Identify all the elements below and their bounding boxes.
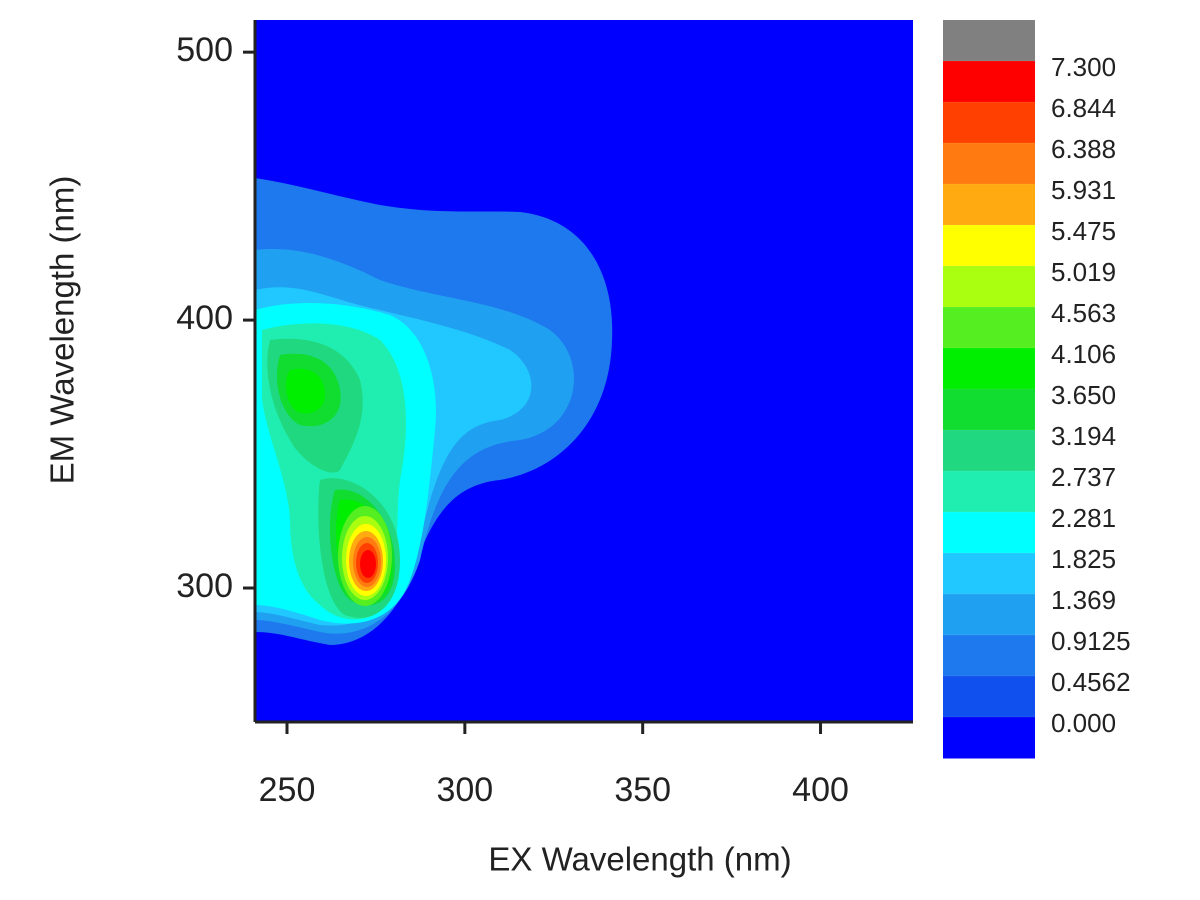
colorbar-label: 0.4562 (1051, 667, 1131, 697)
colorbar-label: 5.475 (1051, 216, 1116, 246)
colorbar-label: 4.106 (1051, 339, 1116, 369)
colorbar-band (943, 61, 1035, 103)
colorbar-band (943, 430, 1035, 472)
colorbar-label: 1.369 (1051, 585, 1116, 615)
colorbar-band (943, 553, 1035, 595)
colorbar-label: 1.825 (1051, 544, 1116, 574)
contour-region (360, 550, 376, 578)
colorbar-label: 4.563 (1051, 298, 1116, 328)
colorbar-label: 0.9125 (1051, 626, 1131, 656)
colorbar-band (943, 717, 1035, 759)
colorbar-label: 5.931 (1051, 175, 1116, 205)
colorbar-band (943, 594, 1035, 636)
colorbar-band (943, 471, 1035, 513)
colorbar-band (943, 348, 1035, 390)
colorbar-band (943, 389, 1035, 431)
contours (255, 178, 613, 645)
colorbar-band (943, 143, 1035, 185)
colorbar-band (943, 225, 1035, 267)
colorbar-label: 5.019 (1051, 257, 1116, 287)
colorbar-band (943, 184, 1035, 226)
colorbar-band (943, 20, 1035, 62)
colorbar-band (943, 512, 1035, 554)
x-tick-label: 400 (792, 771, 849, 809)
x-tick-label: 250 (259, 771, 316, 809)
colorbar-label: 3.194 (1051, 421, 1116, 451)
colorbar-label: 7.300 (1051, 52, 1116, 82)
y-tick-label: 400 (176, 299, 233, 337)
colorbar-label: 6.388 (1051, 134, 1116, 164)
colorbar-label: 2.281 (1051, 503, 1116, 533)
y-tick-label: 300 (176, 567, 233, 605)
colorbar-band (943, 307, 1035, 349)
y-axis-title: EM Wavelength (nm) (44, 176, 81, 485)
x-tick-label: 350 (614, 771, 671, 809)
colorbar-band (943, 266, 1035, 308)
x-tick-label: 300 (436, 771, 493, 809)
x-axis-title: EX Wavelength (nm) (488, 841, 791, 878)
colorbar-label: 3.650 (1051, 380, 1116, 410)
colorbar-band (943, 635, 1035, 677)
colorbar-label: 6.844 (1051, 93, 1116, 123)
colorbar-label: 0.000 (1051, 708, 1116, 738)
colorbar-band (943, 102, 1035, 144)
y-tick-label: 500 (176, 31, 233, 69)
colorbar-label: 2.737 (1051, 462, 1116, 492)
colorbar-band (943, 676, 1035, 718)
